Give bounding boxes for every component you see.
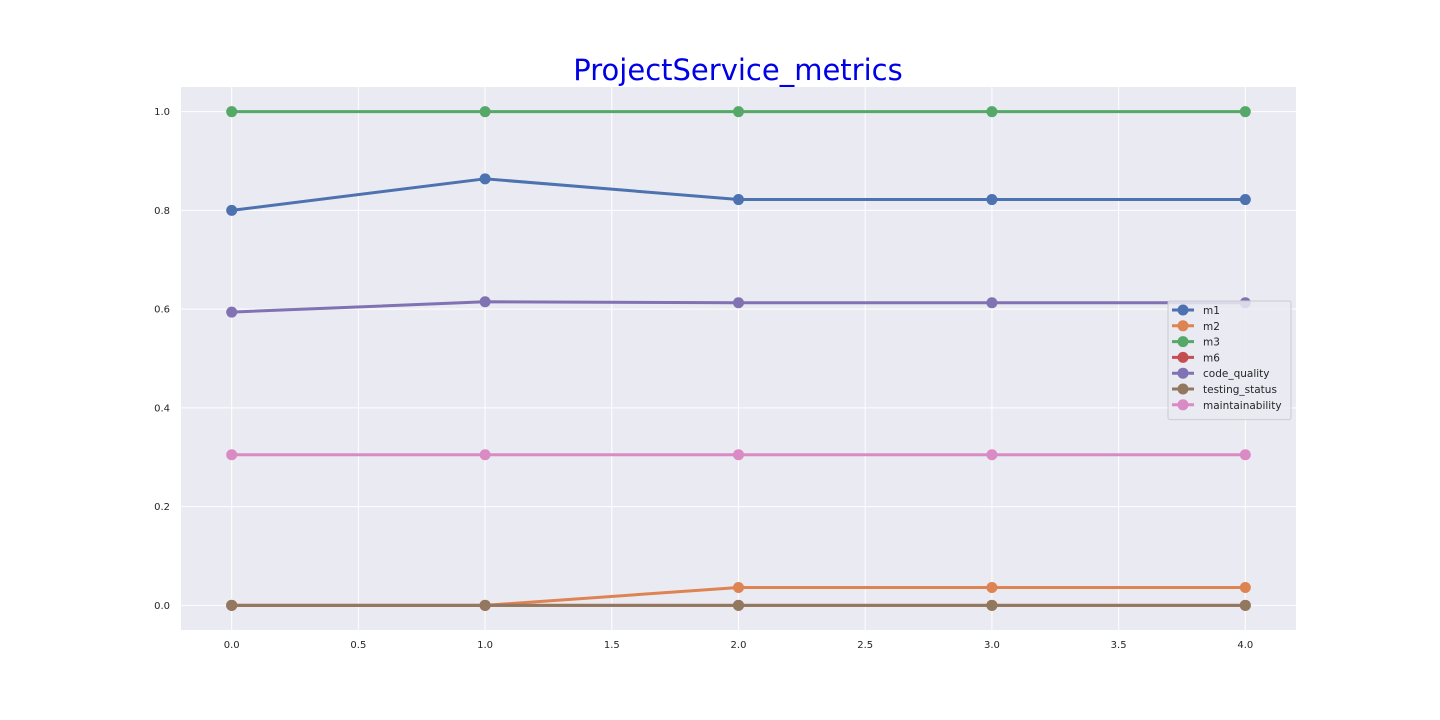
data-point-m1 bbox=[733, 194, 744, 206]
legend-dot-marker bbox=[1177, 336, 1189, 348]
legend-frame bbox=[1167, 300, 1292, 421]
x-tick-label: 3.5 bbox=[1111, 640, 1127, 651]
data-point-m2 bbox=[1239, 582, 1251, 594]
data-point-m2 bbox=[986, 582, 998, 594]
data-point-m2 bbox=[733, 582, 744, 594]
y-tick-label: 0.6 bbox=[154, 305, 170, 316]
x-axis-ticks: 0.0 0.5 1.0 1.5 2.0 2.5 3.0 3.5 4.0 bbox=[224, 640, 1254, 651]
x-tick-label: 3.0 bbox=[984, 640, 1000, 651]
data-point-m3 bbox=[1239, 106, 1251, 118]
x-tick-label: 0.5 bbox=[350, 640, 366, 651]
legend-item-m1: m1 bbox=[1172, 304, 1220, 317]
series-testing-status bbox=[226, 599, 1251, 611]
x-tick-label: 1.0 bbox=[477, 640, 493, 651]
data-point-code-quality bbox=[479, 296, 491, 308]
y-tick-label: 0.4 bbox=[154, 403, 170, 414]
data-point-m3 bbox=[733, 106, 744, 118]
legend-item-m6: m6 bbox=[1172, 351, 1220, 364]
data-point-testing-status bbox=[226, 599, 238, 611]
x-tick-label: 2.5 bbox=[857, 640, 873, 651]
series-m3 bbox=[226, 106, 1251, 118]
data-point-code-quality bbox=[986, 297, 998, 309]
chart-title: ProjectService_metrics bbox=[573, 53, 902, 87]
data-point-m3 bbox=[479, 106, 491, 118]
data-point-m1 bbox=[1239, 194, 1251, 206]
y-tick-label: 0.0 bbox=[154, 601, 170, 612]
legend: m1 m2 m3 m6 code_quality testing_statusmainta… bbox=[1167, 300, 1292, 421]
legend-label: maintainability bbox=[1203, 400, 1282, 412]
data-point-testing-status bbox=[1239, 599, 1251, 611]
legend-label: m1 bbox=[1203, 305, 1220, 317]
data-point-m3 bbox=[986, 106, 998, 118]
legend-label: m6 bbox=[1203, 352, 1220, 364]
data-point-maintainability bbox=[986, 449, 998, 461]
legend-label: m2 bbox=[1203, 321, 1220, 333]
data-point-testing-status bbox=[479, 599, 491, 611]
legend-item-m2: m2 bbox=[1172, 320, 1220, 333]
legend-dot-marker bbox=[1177, 351, 1189, 363]
data-point-maintainability bbox=[1239, 449, 1251, 461]
series-lines bbox=[226, 106, 1251, 611]
y-tick-label: 0.8 bbox=[154, 206, 170, 217]
y-axis-ticks: 0.0 0.2 0.4 0.6 0.8 1.0 bbox=[154, 107, 170, 612]
legend-dot-marker bbox=[1177, 367, 1189, 379]
legend-dot-marker bbox=[1177, 304, 1189, 316]
data-point-m1 bbox=[226, 204, 238, 216]
data-point-m1 bbox=[479, 173, 491, 185]
x-tick-label: 0.0 bbox=[224, 640, 240, 651]
legend-label: code_quality bbox=[1203, 368, 1270, 380]
y-tick-label: 1.0 bbox=[154, 107, 170, 118]
legend-item-maintainability: maintainability bbox=[1172, 399, 1282, 412]
legend-label: testing_status bbox=[1203, 384, 1277, 396]
data-point-m1 bbox=[986, 194, 998, 206]
x-tick-label: 2.0 bbox=[731, 640, 747, 651]
y-tick-label: 0.2 bbox=[154, 502, 170, 513]
data-point-m3 bbox=[226, 106, 238, 118]
series-maintainability bbox=[226, 449, 1251, 461]
data-point-testing-status bbox=[733, 599, 744, 611]
legend-dot-marker bbox=[1177, 383, 1189, 395]
legend-dot-marker bbox=[1177, 399, 1189, 411]
data-point-testing-status bbox=[986, 599, 998, 611]
legend-item-m3: m3 bbox=[1172, 336, 1220, 349]
series-m1 bbox=[226, 173, 1251, 216]
legend-item-testing-status: testing_status bbox=[1172, 383, 1277, 396]
data-point-code-quality bbox=[226, 306, 238, 318]
legend-item-code-quality: code_quality bbox=[1172, 367, 1270, 380]
data-point-maintainability bbox=[733, 449, 744, 461]
legend-label: m3 bbox=[1203, 337, 1220, 349]
x-tick-label: 4.0 bbox=[1237, 640, 1253, 651]
data-point-maintainability bbox=[479, 449, 491, 461]
data-point-maintainability bbox=[226, 449, 238, 461]
data-point-code-quality bbox=[733, 297, 744, 309]
x-tick-label: 1.5 bbox=[604, 640, 620, 651]
legend-dot-marker bbox=[1177, 320, 1189, 332]
